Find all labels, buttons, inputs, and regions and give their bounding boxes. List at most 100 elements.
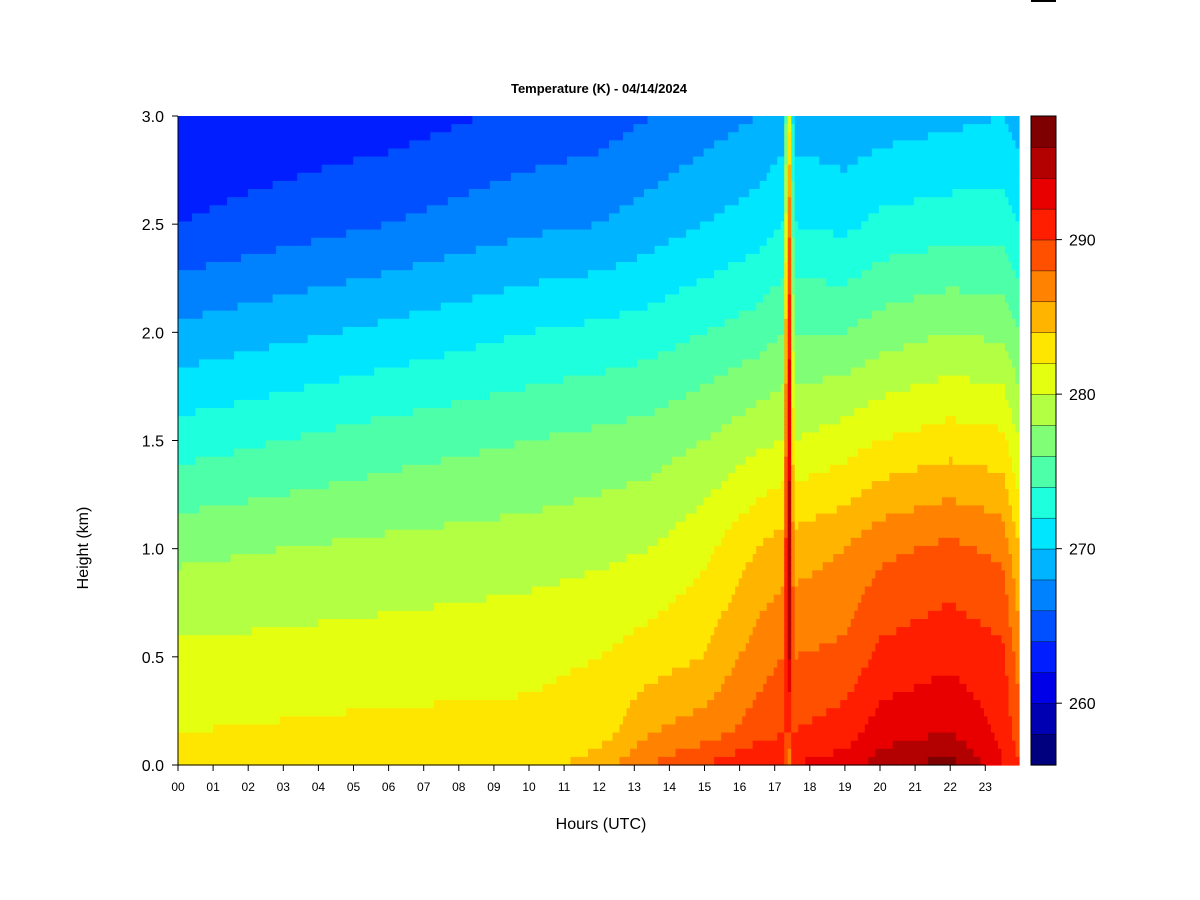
heatmap-cell (364, 205, 368, 214)
heatmap-cell (315, 392, 319, 401)
heatmap-cell (388, 254, 392, 263)
heatmap-cell (234, 351, 238, 360)
heatmap-cell (220, 124, 224, 133)
heatmap-cell (297, 724, 301, 733)
heatmap-cell (227, 562, 231, 571)
heatmap-cell (371, 538, 375, 547)
heatmap-cell (392, 173, 396, 182)
heatmap-cell (252, 246, 256, 255)
heatmap-cell (259, 157, 263, 166)
heatmap-cell (294, 473, 298, 482)
heatmap-cell (238, 449, 242, 458)
heatmap-cell (178, 384, 182, 393)
heatmap-cell (374, 449, 378, 458)
heatmap-cell (276, 246, 280, 255)
heatmap-cell (308, 262, 312, 271)
heatmap-cell (371, 595, 375, 604)
heatmap-cell (315, 570, 319, 579)
heatmap-cell (374, 408, 378, 417)
heatmap-cell (262, 635, 266, 644)
heatmap-cell (388, 286, 392, 295)
heatmap-cell (189, 359, 193, 368)
heatmap-cell (329, 733, 333, 742)
heatmap-cell (297, 684, 301, 693)
heatmap-cell (357, 140, 361, 149)
heatmap-cell (203, 635, 207, 644)
heatmap-cell (304, 587, 308, 596)
heatmap-cell (315, 303, 319, 312)
heatmap-cell (318, 538, 322, 547)
heatmap-cell (287, 733, 291, 742)
heatmap-cell (217, 733, 221, 742)
heatmap-cell (266, 757, 270, 766)
heatmap-cell (367, 189, 371, 198)
heatmap-cell (213, 595, 217, 604)
heatmap-cell (231, 676, 235, 685)
heatmap-cell (259, 481, 263, 490)
heatmap-cell (283, 489, 287, 498)
heatmap-cell (311, 311, 315, 320)
heatmap-cell (182, 684, 186, 693)
heatmap-cell (231, 311, 235, 320)
heatmap-cell (360, 173, 364, 182)
heatmap-cell (304, 173, 308, 182)
heatmap-cell (220, 262, 224, 271)
heatmap-cell (206, 173, 210, 182)
heatmap-cell (283, 124, 287, 133)
heatmap-cell (192, 627, 196, 636)
heatmap-cell (388, 684, 392, 693)
heatmap-cell (322, 246, 326, 255)
heatmap-cell (280, 294, 284, 303)
heatmap-cell (266, 587, 270, 596)
heatmap-cell (283, 335, 287, 344)
heatmap-cell (259, 359, 263, 368)
heatmap-cell (360, 311, 364, 320)
heatmap-cell (199, 692, 203, 701)
heatmap-cell (343, 733, 347, 742)
heatmap-cell (220, 132, 224, 141)
heatmap-cell (266, 522, 270, 531)
heatmap-cell (315, 197, 319, 206)
heatmap-cell (203, 457, 207, 466)
heatmap-cell (245, 432, 249, 441)
heatmap-cell (192, 684, 196, 693)
heatmap-cell (252, 643, 256, 652)
heatmap-cell (350, 627, 354, 636)
heatmap-cell (294, 497, 298, 506)
heatmap-cell (255, 173, 259, 182)
heatmap-cell (206, 246, 210, 255)
heatmap-cell (297, 660, 301, 669)
heatmap-cell (185, 603, 189, 612)
heatmap-cell (182, 741, 186, 750)
heatmap-cell (224, 343, 228, 352)
heatmap-cell (346, 733, 350, 742)
heatmap-cell (241, 148, 245, 157)
heatmap-cell (231, 757, 235, 766)
heatmap-cell (238, 530, 242, 539)
heatmap-cell (220, 570, 224, 579)
heatmap-cell (280, 643, 284, 652)
heatmap-cell (385, 432, 389, 441)
heatmap-cell (381, 700, 385, 709)
heatmap-cell (262, 262, 266, 271)
heatmap-cell (318, 311, 322, 320)
heatmap-cell (374, 294, 378, 303)
heatmap-cell (336, 189, 340, 198)
heatmap-cell (196, 367, 200, 376)
heatmap-cell (350, 116, 354, 125)
heatmap-cell (388, 465, 392, 474)
heatmap-cell (308, 327, 312, 336)
heatmap-cell (378, 303, 382, 312)
heatmap-cell (238, 457, 242, 466)
heatmap-cell (329, 359, 333, 368)
heatmap-cell (238, 319, 242, 328)
heatmap-cell (325, 205, 329, 214)
heatmap-cell (392, 392, 396, 401)
heatmap-cell (367, 246, 371, 255)
heatmap-cell (269, 749, 273, 758)
heatmap-cell (210, 400, 214, 409)
heatmap-cell (378, 246, 382, 255)
heatmap-cell (360, 595, 364, 604)
heatmap-cell (357, 181, 361, 190)
heatmap-cell (234, 246, 238, 255)
